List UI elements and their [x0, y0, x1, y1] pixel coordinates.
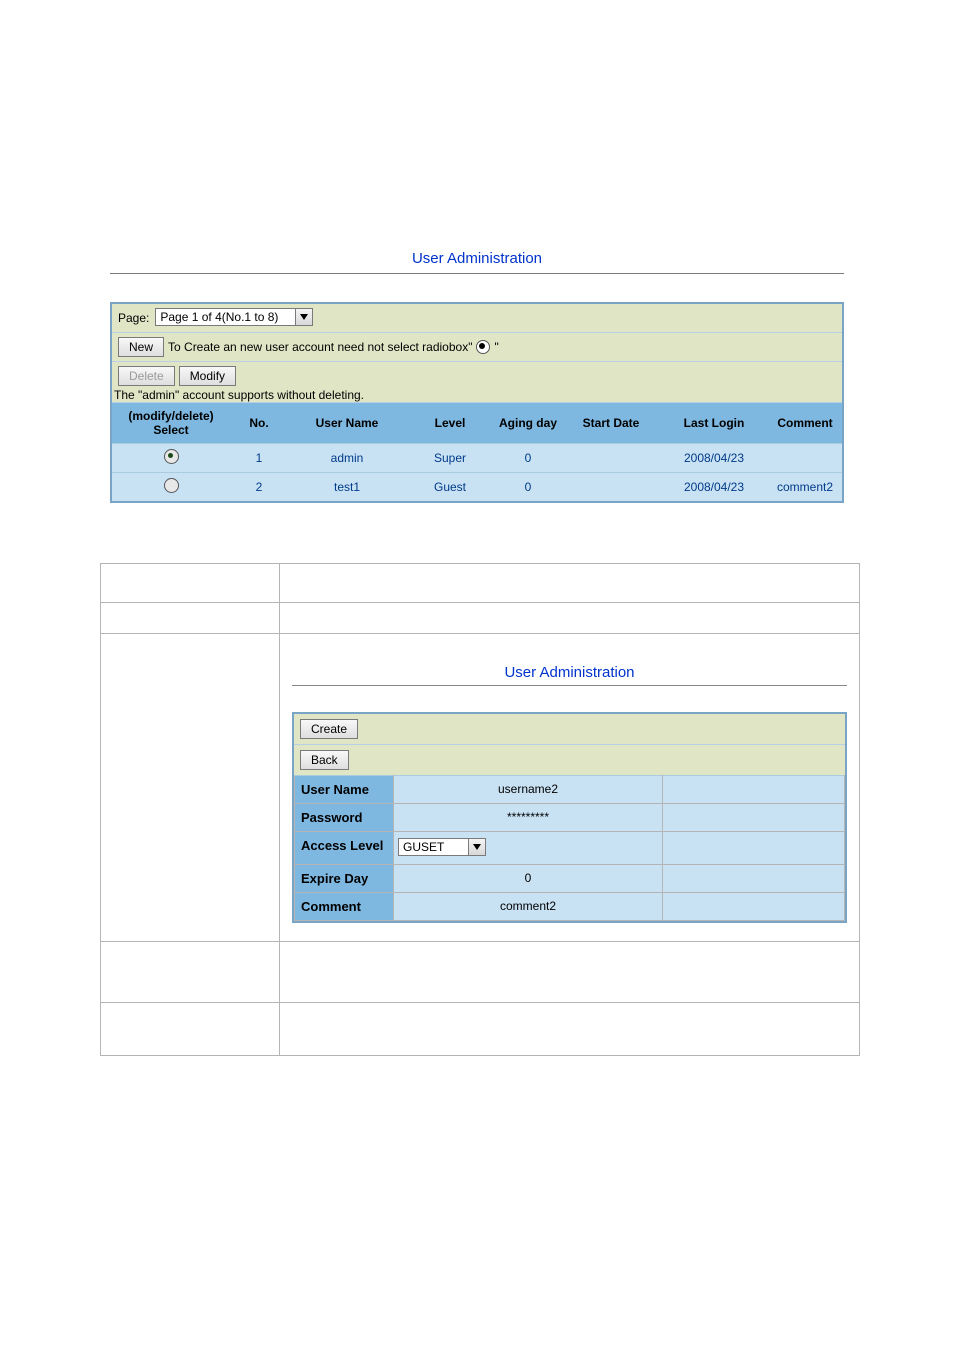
cell-start	[562, 473, 660, 502]
title-divider	[110, 273, 844, 274]
user-table-body: 1 admin Super 0 2008/04/23 2 test1 Guest…	[112, 444, 842, 502]
form-box: Create Back User Name username2 Password	[292, 712, 847, 923]
access-level-input[interactable]	[398, 838, 468, 856]
create-row: Create	[294, 714, 845, 745]
user-admin-list-panel: User Administration Page: New To Create …	[0, 250, 954, 503]
col-last: Last Login	[660, 403, 768, 444]
list-box: Page: New To Create an new user account …	[110, 302, 844, 503]
title-divider	[292, 685, 847, 686]
new-row: New To Create an new user account need n…	[112, 333, 842, 362]
cell-comment: comment2	[768, 473, 842, 502]
blank-cell	[663, 804, 845, 832]
blank-cell	[663, 865, 845, 893]
new-button[interactable]: New	[118, 337, 164, 357]
page-select-input[interactable]	[155, 308, 295, 326]
cell-level: Super	[406, 444, 494, 473]
cell-no: 1	[230, 444, 288, 473]
value-username[interactable]: username2	[394, 776, 663, 804]
user-admin-form-panel: User Administration Create Back User Nam…	[280, 634, 859, 941]
label-comment: Comment	[295, 893, 394, 921]
outer-cell	[280, 603, 860, 634]
back-row: Back	[294, 745, 845, 775]
outer-cell	[101, 1003, 280, 1056]
form-table: User Name username2 Password ********* A…	[294, 775, 845, 921]
delete-button[interactable]: Delete	[118, 366, 175, 386]
new-hint-suffix: "	[494, 340, 498, 354]
value-password[interactable]: *********	[394, 804, 663, 832]
col-username: User Name	[288, 403, 406, 444]
label-access: Access Level	[295, 832, 394, 865]
cell-aging: 0	[494, 473, 562, 502]
col-level: Level	[406, 403, 494, 444]
table-row: 2 test1 Guest 0 2008/04/23 comment2	[112, 473, 842, 502]
col-aging: Aging day	[494, 403, 562, 444]
outer-cell	[101, 634, 280, 942]
blank-cell	[663, 832, 845, 865]
cell-aging: 0	[494, 444, 562, 473]
panel-title: User Administration	[110, 250, 844, 273]
cell-level: Guest	[406, 473, 494, 502]
outer-cell	[280, 564, 860, 603]
value-expire[interactable]: 0	[394, 865, 663, 893]
chevron-down-icon[interactable]	[468, 838, 486, 856]
panel-title: User Administration	[292, 654, 847, 685]
cell-username: admin	[288, 444, 406, 473]
outer-cell	[280, 1003, 860, 1056]
col-select: (modify/delete) Select	[112, 403, 230, 444]
cell-last: 2008/04/23	[660, 473, 768, 502]
outer-cell	[280, 942, 860, 1003]
value-access	[394, 832, 663, 865]
value-comment[interactable]: comment2	[394, 893, 663, 921]
col-no: No.	[230, 403, 288, 444]
outer-layout-table: User Administration Create Back User Nam…	[100, 563, 860, 1056]
col-comment: Comment	[768, 403, 842, 444]
access-level-select[interactable]	[398, 838, 486, 858]
label-expire: Expire Day	[295, 865, 394, 893]
row-radio[interactable]	[164, 449, 179, 464]
outer-cell	[101, 942, 280, 1003]
page-label: Page:	[118, 311, 149, 325]
create-button[interactable]: Create	[300, 719, 358, 739]
cell-username: test1	[288, 473, 406, 502]
user-table: (modify/delete) Select No. User Name Lev…	[112, 402, 842, 501]
back-button[interactable]: Back	[300, 750, 349, 770]
cell-comment	[768, 444, 842, 473]
admin-note: The "admin" account supports without del…	[112, 388, 842, 402]
label-username: User Name	[295, 776, 394, 804]
cell-no: 2	[230, 473, 288, 502]
page-row: Page:	[112, 304, 842, 333]
outer-cell	[101, 564, 280, 603]
blank-cell	[663, 893, 845, 921]
table-row: 1 admin Super 0 2008/04/23	[112, 444, 842, 473]
cell-last: 2008/04/23	[660, 444, 768, 473]
radio-example-icon	[476, 340, 490, 354]
new-hint-prefix: To Create an new user account need not s…	[168, 340, 472, 354]
chevron-down-icon[interactable]	[295, 308, 313, 326]
label-password: Password	[295, 804, 394, 832]
row-radio[interactable]	[164, 478, 179, 493]
col-start: Start Date	[562, 403, 660, 444]
delete-modify-row: Delete Modify	[112, 362, 842, 388]
modify-button[interactable]: Modify	[179, 366, 236, 386]
blank-cell	[663, 776, 845, 804]
page-select[interactable]	[155, 308, 313, 328]
cell-start	[562, 444, 660, 473]
outer-cell	[101, 603, 280, 634]
outer-cell-form: User Administration Create Back User Nam…	[280, 634, 860, 942]
